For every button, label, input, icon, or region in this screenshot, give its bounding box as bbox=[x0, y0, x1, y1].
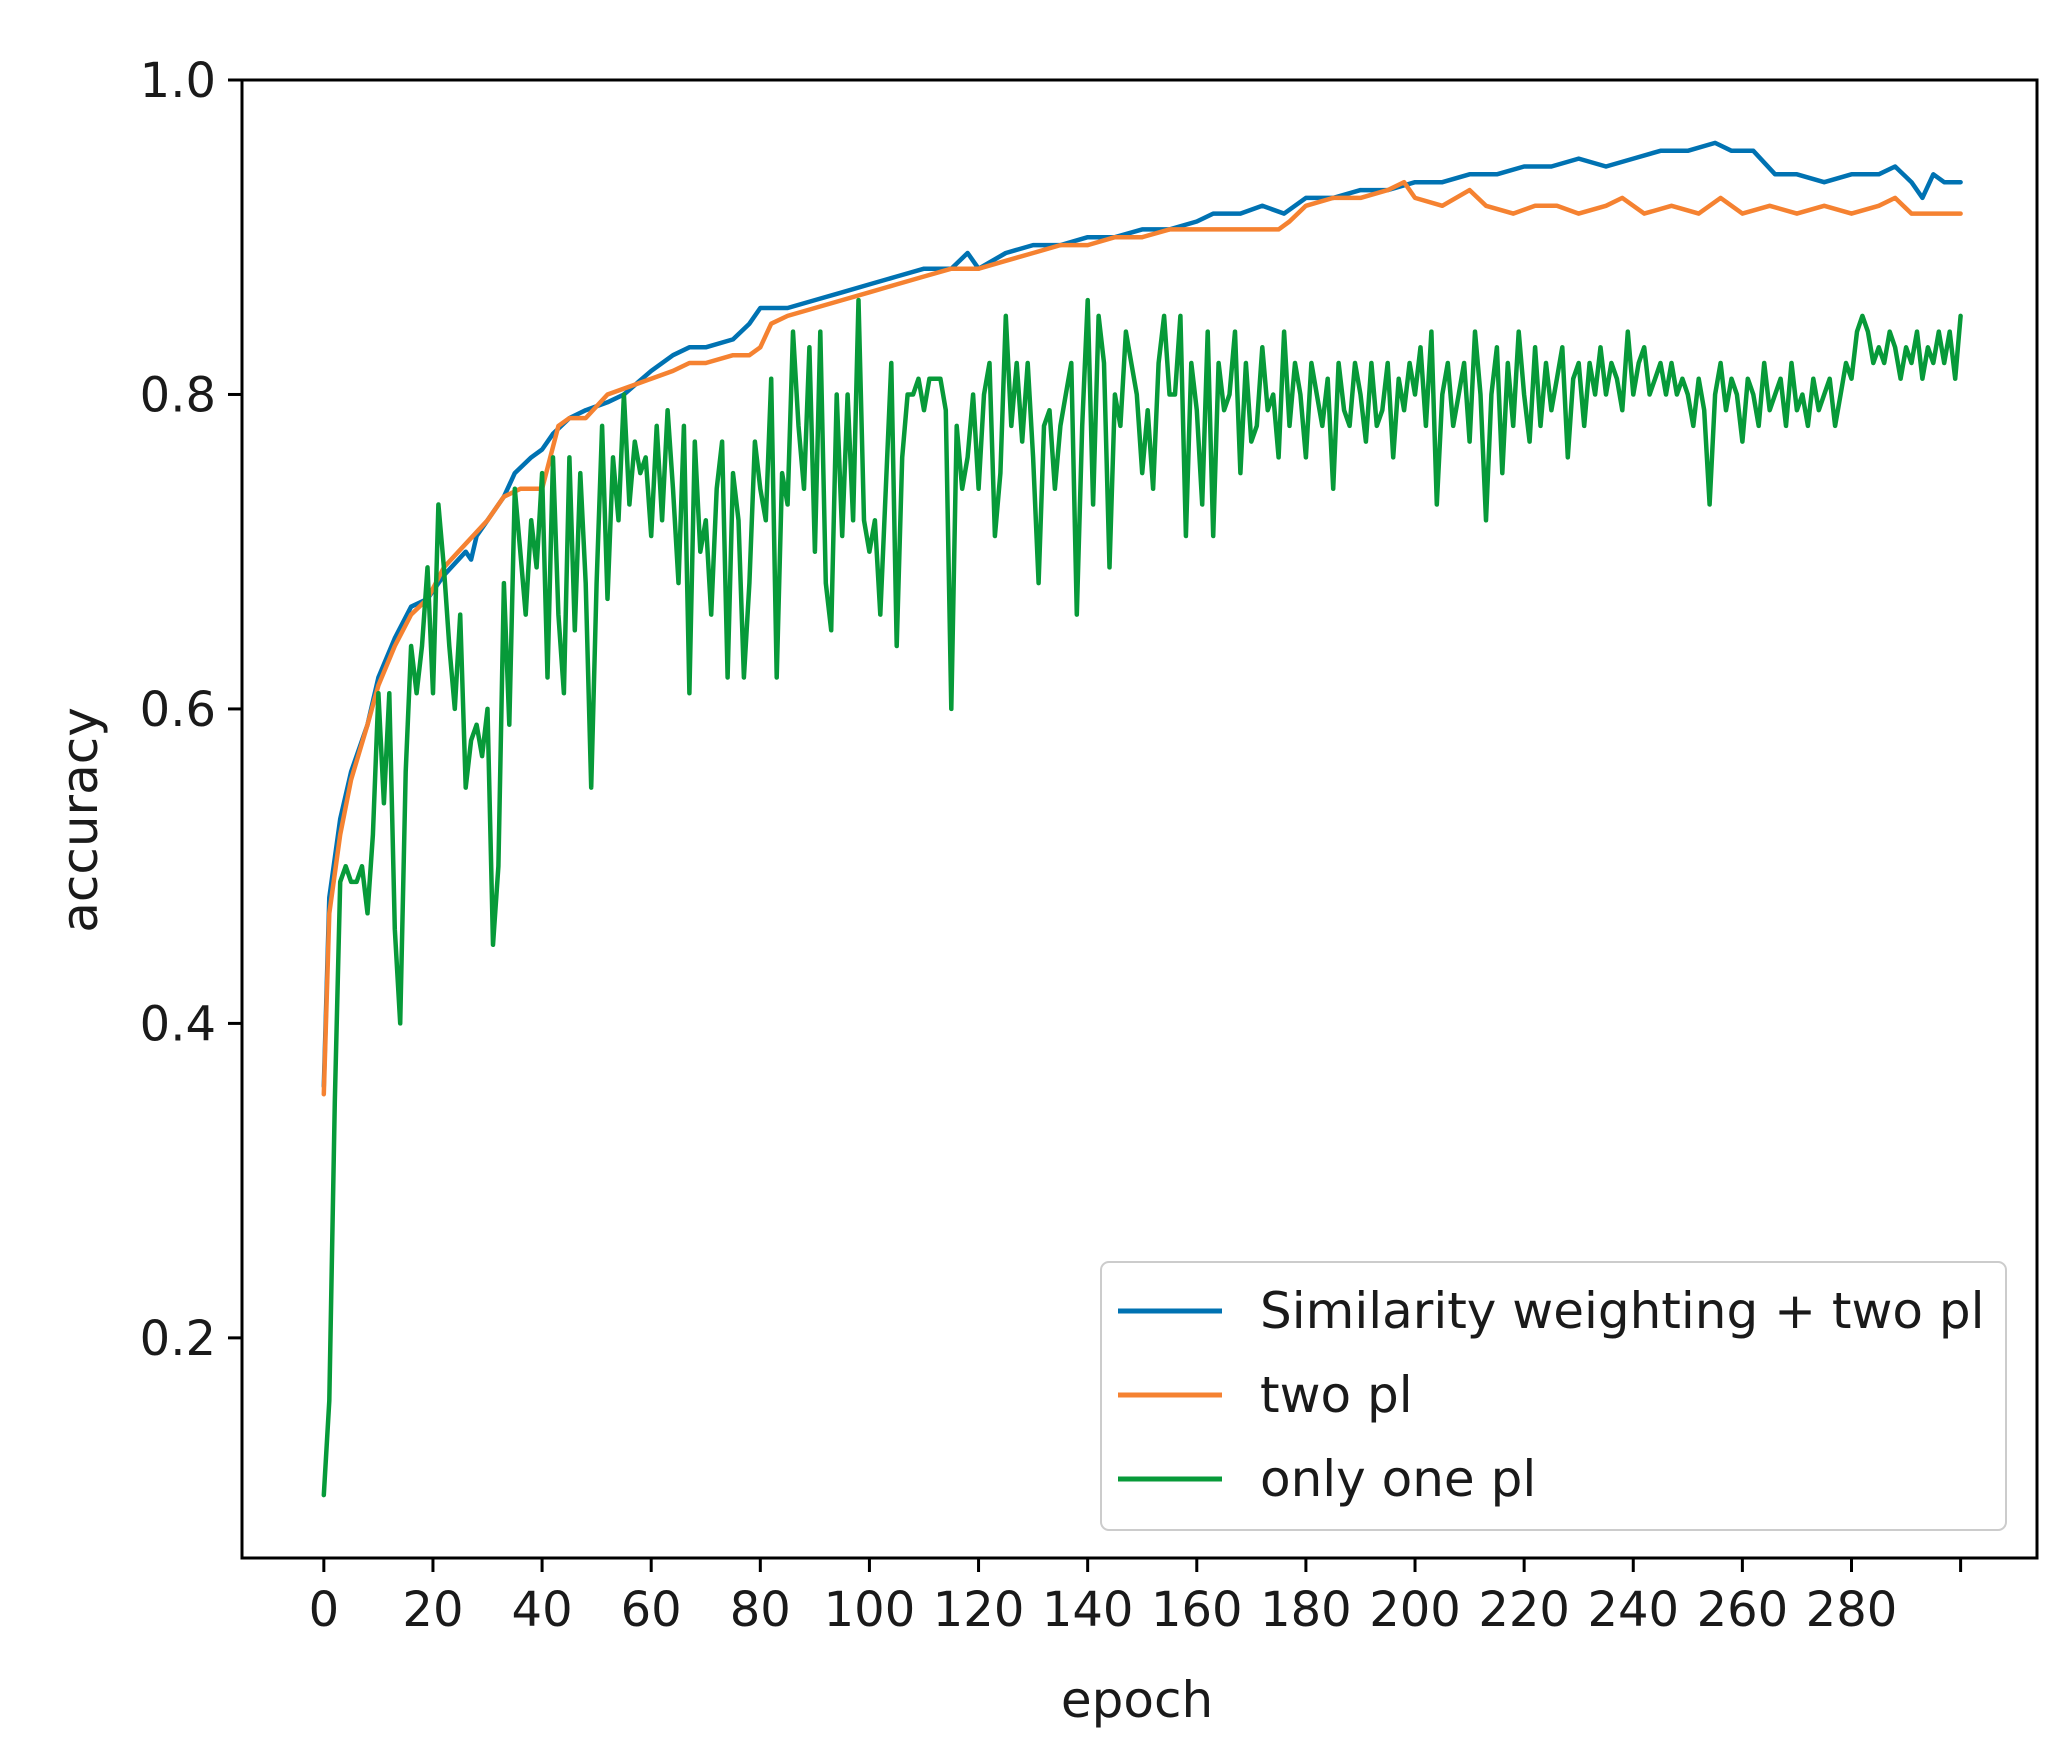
x-tick-label: 160 bbox=[1151, 1582, 1243, 1638]
x-tick-label: 220 bbox=[1478, 1582, 1570, 1638]
x-tick-label: 260 bbox=[1697, 1582, 1789, 1638]
legend-label-similarity-weighting: Similarity weighting + two pl bbox=[1260, 1282, 1985, 1340]
legend-label-only-one-pl: only one pl bbox=[1260, 1450, 1536, 1508]
x-tick-label: 100 bbox=[824, 1582, 916, 1638]
x-axis-label: epoch bbox=[1061, 1671, 1213, 1729]
x-tick-label: 240 bbox=[1587, 1582, 1679, 1638]
x-tick-label: 20 bbox=[402, 1582, 463, 1638]
x-tick-label: 120 bbox=[933, 1582, 1025, 1638]
y-tick-label: 0.6 bbox=[140, 682, 216, 738]
plot-lines bbox=[321, 140, 1963, 1498]
legend-label-two-pl: two pl bbox=[1260, 1366, 1413, 1424]
x-tick-label: 280 bbox=[1806, 1582, 1898, 1638]
x-tick-label: 40 bbox=[512, 1582, 573, 1638]
x-tick-label: 200 bbox=[1369, 1582, 1461, 1638]
y-tick-label: 0.4 bbox=[140, 996, 216, 1052]
legend: Similarity weighting + two pl two pl onl… bbox=[1100, 1261, 2007, 1531]
x-tick-label: 80 bbox=[730, 1582, 791, 1638]
y-axis-label: accuracy bbox=[51, 707, 109, 933]
plot-frame bbox=[240, 78, 2039, 1560]
series-line-only-one-pl bbox=[321, 297, 1963, 1498]
x-tick-label: 60 bbox=[621, 1582, 682, 1638]
y-tick-label: 0.2 bbox=[140, 1311, 216, 1367]
x-tick-label: 0 bbox=[309, 1582, 340, 1638]
x-tick-label: 180 bbox=[1260, 1582, 1352, 1638]
y-axis: 0.2 0.4 0.6 0.8 1.0 bbox=[140, 53, 242, 1367]
y-tick-label: 0.8 bbox=[140, 367, 216, 423]
x-tick-label: 140 bbox=[1042, 1582, 1134, 1638]
legend-frame bbox=[1100, 1261, 2007, 1531]
y-tick-label: 1.0 bbox=[140, 53, 216, 109]
x-axis: 0 20 40 60 80 100 120 140 160 180 200 220 240 260 280 bbox=[309, 1558, 1963, 1638]
